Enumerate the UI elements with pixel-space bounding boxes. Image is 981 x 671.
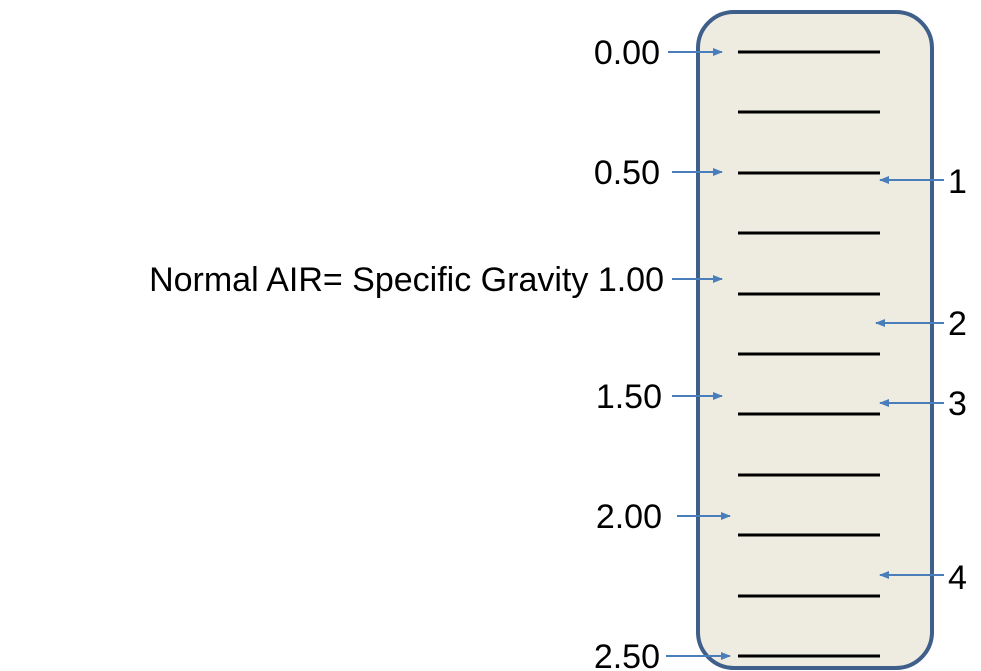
- marker-label-1: 1: [948, 163, 967, 201]
- marker-label-2: 2: [948, 305, 967, 343]
- normal-air-prefix: Normal AIR= Specific Gravity: [149, 261, 598, 299]
- right-markers: 1 2 3 4: [875, 163, 967, 597]
- scale-label-4: 2.00: [596, 498, 662, 536]
- marker-label-3: 3: [948, 385, 967, 423]
- scale-label-2: Normal AIR= Specific Gravity 1.00: [149, 261, 664, 299]
- scale-label-1: 0.50: [594, 154, 660, 192]
- tube: [696, 10, 934, 670]
- graduation-lines: [738, 50, 880, 658]
- marker-label-4: 4: [948, 559, 967, 597]
- scale-label-0: 0.00: [594, 34, 660, 72]
- scale-label-5: 2.50: [594, 638, 660, 671]
- scale-value-2: 1.00: [598, 261, 664, 299]
- scale-label-3: 1.50: [596, 378, 662, 416]
- left-scale: 0.00 0.50 Normal AIR= Specific Gravity 1…: [149, 34, 731, 671]
